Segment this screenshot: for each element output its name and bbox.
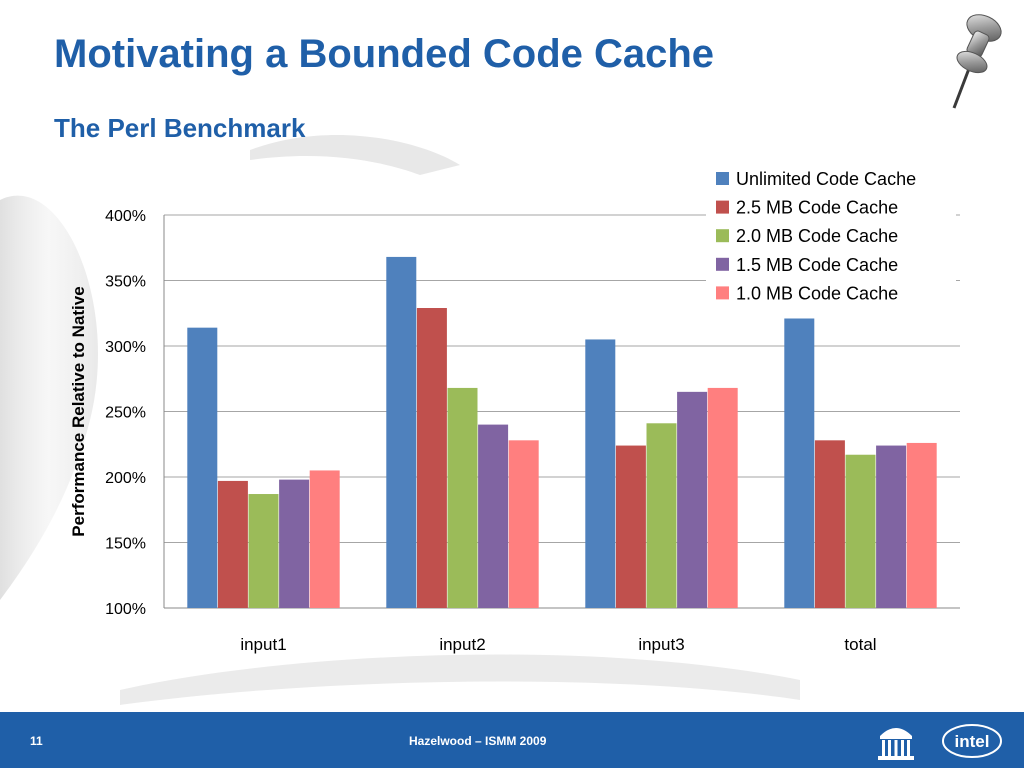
bar (478, 424, 509, 608)
intel-logo-text: intel (955, 732, 990, 751)
slide-title: Motivating a Bounded Code Cache (54, 32, 715, 76)
bar (187, 327, 218, 608)
page-number: 11 (30, 734, 43, 748)
legend-label: 1.5 MB Code Cache (736, 255, 898, 275)
background-swoosh (0, 134, 800, 705)
y-axis-title: Performance Relative to Native (69, 286, 88, 536)
bar (646, 423, 677, 608)
legend-swatch (716, 229, 729, 243)
university-logo-icon (878, 728, 914, 760)
bar (707, 387, 738, 608)
bar (447, 387, 478, 608)
footer-bar: 11 Hazelwood – ISMM 2009 intel (0, 712, 1024, 768)
legend-swatch (716, 200, 729, 214)
legend-swatch (716, 172, 729, 185)
bar (279, 479, 310, 608)
legend-label: 2.0 MB Code Cache (736, 226, 898, 246)
x-tick-label: input3 (638, 635, 684, 654)
intel-logo-icon: intel (942, 724, 1002, 758)
legend-swatch (716, 286, 729, 300)
bar (845, 454, 876, 608)
bar (309, 470, 340, 608)
x-tick-label: total (844, 635, 876, 654)
bar (217, 480, 248, 608)
chart-area: 100% 150% 200% 250% 300% 350% 400% Performance … (0, 160, 1024, 680)
bar (386, 256, 417, 608)
bar (814, 440, 845, 608)
x-tick-label: input2 (439, 635, 485, 654)
bar (876, 445, 907, 608)
bar (784, 318, 815, 608)
bar (585, 339, 616, 608)
bar-chart: 100% 150% 200% 250% 300% 350% 400% Performance … (69, 162, 960, 654)
bar (677, 391, 708, 608)
pushpin-icon (952, 14, 1002, 109)
footer-text: Hazelwood – ISMM 2009 (409, 734, 547, 748)
bar (248, 494, 279, 608)
bar (416, 308, 447, 608)
y-tick-label: 100% (105, 601, 146, 618)
legend-background (706, 162, 956, 310)
y-tick-label: 150% (105, 536, 146, 553)
legend-swatch (716, 257, 729, 271)
y-tick-label: 200% (105, 470, 146, 487)
legend-label: Unlimited Code Cache (736, 169, 916, 189)
bar (906, 442, 937, 608)
y-tick-label: 250% (105, 405, 146, 422)
y-tick-label: 400% (105, 208, 146, 225)
legend-label: 2.5 MB Code Cache (736, 198, 898, 218)
legend-label: 1.0 MB Code Cache (736, 283, 898, 303)
y-tick-label: 300% (105, 339, 146, 356)
bar (615, 445, 646, 608)
bar (508, 440, 539, 608)
y-tick-label: 350% (105, 274, 146, 291)
x-tick-label: input1 (240, 635, 286, 654)
slide-subtitle: The Perl Benchmark (54, 113, 306, 143)
